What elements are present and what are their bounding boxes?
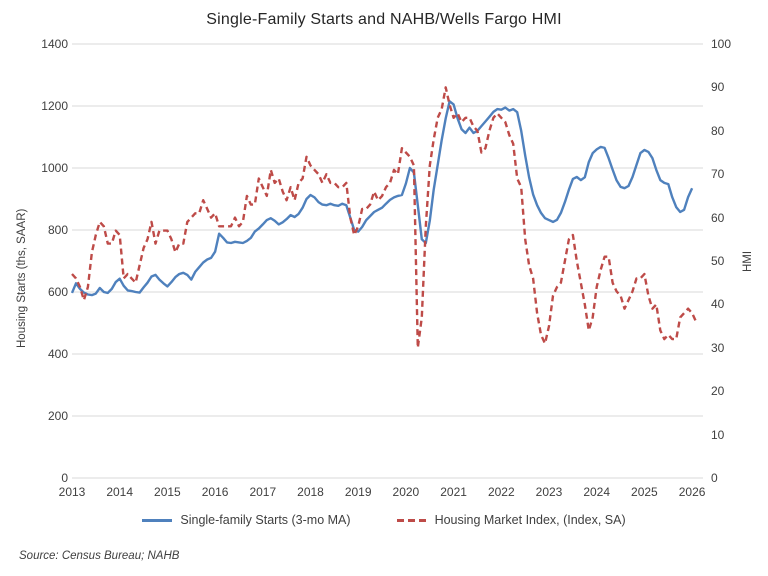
hmi-series-line: [71, 86, 698, 349]
x-tick-label: 2015: [154, 485, 181, 499]
right-tick-label: 10: [711, 427, 725, 442]
right-tick-label: 0: [711, 471, 718, 485]
left-tick-label: 1400: [41, 37, 68, 51]
x-tick-label: 2018: [297, 485, 324, 499]
left-tick-label: 400: [47, 347, 68, 361]
x-tick-label: 2026: [678, 485, 706, 499]
right-tick-label: 50: [711, 254, 725, 268]
left-tick-label: 0: [61, 471, 68, 485]
left-tick-label: 800: [47, 223, 68, 237]
legend-item-hmi: Housing Market Index, (Index, SA): [396, 513, 626, 527]
legend-label-starts: Single-family Starts (3-mo MA): [180, 513, 351, 527]
chart-title: Single-Family Starts and NAHB/Wells Farg…: [206, 11, 562, 28]
legend-item-starts: Single-family Starts (3-mo MA): [142, 513, 351, 527]
right-tick-label: 80: [711, 123, 725, 138]
right-tick-label: 20: [711, 384, 725, 399]
x-tick-label: 2017: [249, 485, 277, 499]
right-tick-label: 70: [711, 167, 725, 182]
x-tick-label: 2019: [344, 485, 372, 499]
x-tick-label: 2014: [106, 485, 134, 499]
x-tick-label: 2025: [631, 485, 658, 499]
left-tick-label: 1200: [41, 99, 68, 113]
x-tick-label: 2020: [392, 485, 420, 499]
starts-line-swatch: [142, 518, 173, 522]
left-tick-label: 600: [47, 285, 68, 299]
left-axis-title: Housing Starts (ths, SAAR): [16, 208, 28, 348]
right-tick-label: 90: [711, 80, 725, 95]
x-tick-label: 2022: [487, 485, 515, 499]
right-tick-label: 30: [711, 340, 725, 355]
legend: Single-family Starts (3-mo MA) Housing M…: [0, 513, 768, 527]
right-tick-label: 40: [711, 297, 725, 312]
right-tick-label: 100: [711, 37, 732, 51]
left-tick-label: 1000: [41, 161, 68, 175]
x-tick-label: 2024: [583, 485, 611, 499]
x-tick-label: 2016: [201, 485, 229, 499]
starts-series-line: [70, 100, 694, 297]
right-tick-label: 60: [711, 210, 725, 225]
x-tick-label: 2013: [58, 485, 86, 499]
left-tick-label: 200: [47, 409, 68, 423]
x-tick-label: 2021: [440, 485, 467, 499]
hmi-line-swatch: [396, 518, 427, 522]
source-note: Source: Census Bureau; NAHB: [19, 550, 180, 562]
legend-label-hmi: Housing Market Index, (Index, SA): [434, 513, 626, 527]
x-tick-label: 2023: [535, 485, 563, 499]
